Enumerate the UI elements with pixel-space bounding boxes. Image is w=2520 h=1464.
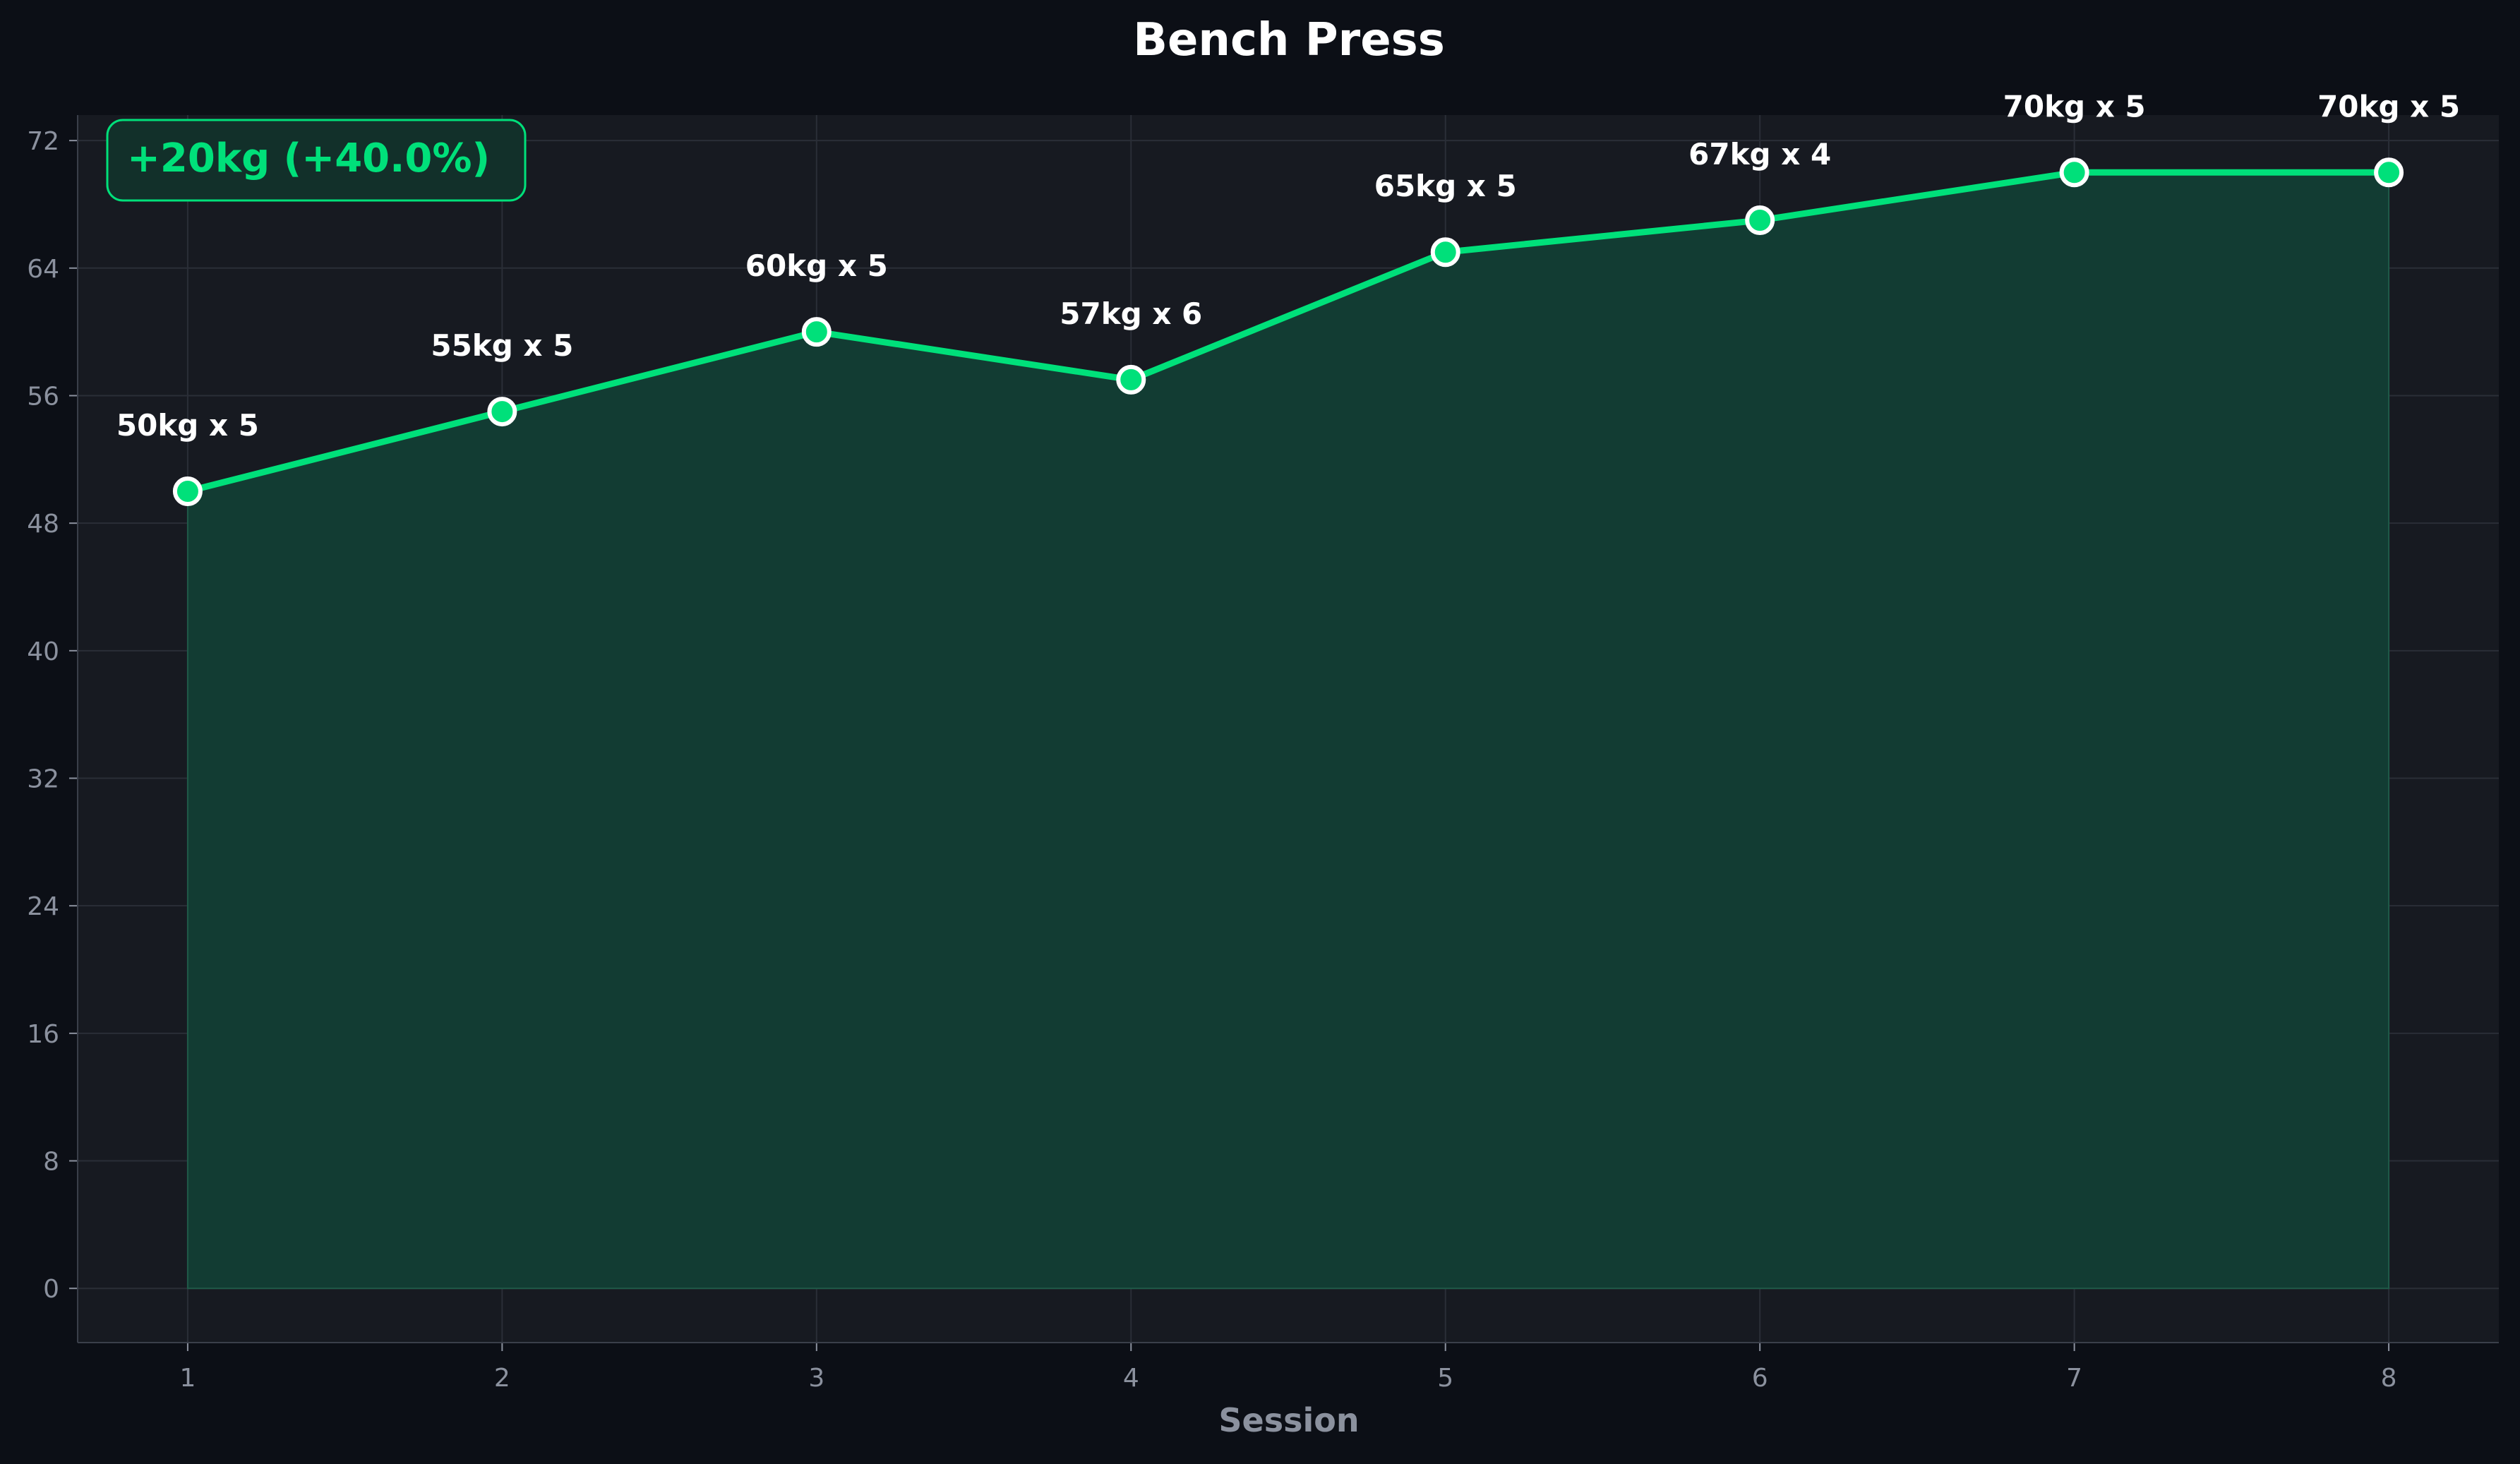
data-point bbox=[801, 317, 832, 347]
data-label: 70kg x 5 bbox=[2317, 89, 2460, 124]
data-labels-layer: 50kg x 5 55kg x 5 60kg x 5 57kg x 6 65kg x 5… bbox=[116, 89, 2460, 443]
x-axis-label: Session bbox=[1218, 1401, 1359, 1439]
y-tick-label: 0 bbox=[43, 1275, 59, 1304]
annotation-badge: +20kg (+40.0%) bbox=[106, 119, 527, 202]
x-tick-label: 3 bbox=[808, 1364, 824, 1393]
x-tick-label: 5 bbox=[1437, 1364, 1453, 1393]
data-point bbox=[1116, 364, 1146, 395]
y-tick-label: 16 bbox=[27, 1020, 59, 1049]
data-point bbox=[172, 476, 203, 506]
data-label: 55kg x 5 bbox=[431, 328, 573, 363]
series-line-layer bbox=[184, 169, 2392, 495]
y-tick-label: 48 bbox=[27, 510, 59, 539]
x-tick-label: 6 bbox=[1752, 1364, 1768, 1393]
y-tick-label: 40 bbox=[27, 637, 59, 666]
data-point bbox=[2374, 157, 2404, 188]
data-label: 67kg x 4 bbox=[1688, 137, 1831, 172]
data-point bbox=[1430, 237, 1460, 268]
data-label: 50kg x 5 bbox=[116, 408, 259, 443]
annotation-badge-text: +20kg (+40.0%) bbox=[127, 136, 490, 181]
series-line bbox=[184, 169, 2392, 495]
data-label: 60kg x 5 bbox=[745, 248, 888, 283]
y-tick-label: 8 bbox=[43, 1148, 59, 1177]
data-point bbox=[2059, 157, 2089, 188]
x-tick-label: 4 bbox=[1123, 1364, 1139, 1393]
annotation-badge-box bbox=[106, 119, 527, 202]
y-tick-label: 72 bbox=[27, 127, 59, 156]
data-point bbox=[1745, 205, 1775, 236]
x-tick-label: 2 bbox=[494, 1364, 510, 1393]
chart-title: Bench Press bbox=[1133, 14, 1445, 66]
data-point bbox=[487, 397, 517, 427]
y-tick-label: 24 bbox=[27, 892, 59, 921]
x-tick-label: 1 bbox=[179, 1364, 196, 1393]
data-label: 65kg x 5 bbox=[1374, 169, 1517, 203]
data-points-layer bbox=[172, 157, 2404, 506]
data-label: 70kg x 5 bbox=[2003, 89, 2146, 124]
x-tick-label: 7 bbox=[2066, 1364, 2082, 1393]
y-tick-label: 64 bbox=[27, 255, 59, 284]
y-tick-label: 56 bbox=[27, 382, 59, 411]
x-tick-label: 8 bbox=[2381, 1364, 2397, 1393]
data-label: 57kg x 6 bbox=[1060, 296, 1202, 331]
y-tick-label: 32 bbox=[27, 765, 59, 794]
